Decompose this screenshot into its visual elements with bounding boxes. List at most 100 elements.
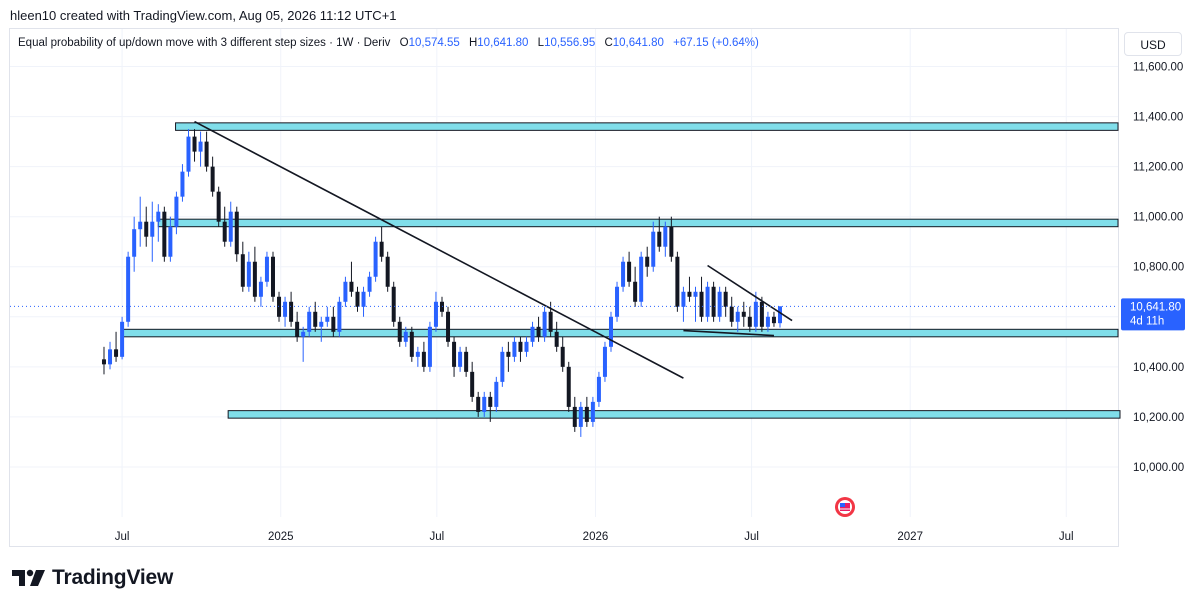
candle-body [470, 371, 475, 397]
open-value: 10,574.55 [408, 37, 460, 49]
candlestick-series [101, 129, 782, 437]
candle-body [228, 211, 233, 242]
low-label: L [537, 37, 545, 49]
candle-body [458, 351, 463, 367]
price-axis: 11,600.00 11,400.00 11,200.00 11,000.00 10,8… [1121, 62, 1185, 474]
candle-body [168, 226, 173, 257]
candle-body [765, 316, 770, 327]
candle-body [560, 346, 565, 367]
candle-body [313, 311, 318, 327]
candle-body [669, 226, 674, 257]
candle-body [615, 286, 620, 317]
candle-body [524, 341, 529, 352]
candle-body [331, 316, 336, 332]
time-tick-label: Jul [115, 531, 130, 543]
candle-body [566, 366, 571, 407]
candle-body [204, 141, 209, 167]
horizontal-zone [175, 122, 1119, 131]
price-tick-label: 11,400.00 [1133, 112, 1183, 124]
last-price-value: 10,641.80 [1130, 301, 1181, 313]
currency-button[interactable]: USD [1124, 32, 1182, 56]
candle-body [192, 136, 197, 152]
chart-attribution: hleen10 created with TradingView.com, Au… [10, 8, 397, 23]
us-flag-event-icon[interactable] [835, 497, 855, 517]
high-label: H [468, 37, 478, 49]
candle-body [222, 221, 227, 242]
candle-body [397, 321, 402, 342]
brand-name: TradingView [52, 566, 174, 589]
candle-body [385, 256, 390, 287]
series-title: Equal probability of up/down move with 3… [18, 37, 391, 49]
candle-body [198, 141, 203, 152]
candle-body [681, 291, 686, 307]
candle-body [343, 281, 348, 302]
candle-body [590, 401, 595, 422]
candle-body [536, 326, 541, 337]
candle-body [506, 351, 511, 357]
candle-body [264, 256, 269, 282]
candle-body [144, 221, 149, 237]
candle-body [476, 396, 481, 412]
candle-body [120, 321, 125, 357]
candle-body [717, 291, 722, 317]
horizontal-zone [227, 410, 1121, 419]
candle-body [258, 281, 263, 297]
candle-body [747, 316, 752, 327]
candle-body [512, 341, 517, 357]
candle-body [464, 351, 469, 372]
high-value: 10,641.80 [477, 37, 529, 49]
candle-body [216, 191, 221, 222]
candle-body [602, 346, 607, 377]
candle-body [488, 396, 493, 407]
candle-body [246, 261, 251, 287]
candle-body [608, 316, 613, 347]
candle-body [156, 211, 161, 222]
candle-body [114, 349, 119, 357]
candle-body [771, 316, 776, 324]
candle-body [234, 211, 239, 255]
candle-body [391, 286, 396, 322]
time-tick-label: Jul [744, 531, 759, 543]
candle-body [777, 306, 782, 324]
chart-frame [9, 28, 1119, 547]
price-tick-label: 11,600.00 [1133, 62, 1183, 74]
candle-body [693, 291, 698, 297]
tradingview-brand[interactable]: TradingView [12, 566, 173, 590]
price-tick-label: 10,200.00 [1133, 412, 1184, 424]
candle-body [433, 301, 438, 327]
candle-body [500, 351, 505, 382]
candle-body [627, 261, 632, 282]
bar-countdown: 4d 11h [1130, 315, 1164, 327]
low-value: 10,556.95 [544, 37, 596, 49]
candle-body [633, 281, 638, 302]
trendlines [194, 120, 793, 379]
candle-body [361, 291, 366, 307]
trendline [683, 329, 775, 337]
candle-body [150, 221, 155, 237]
candle-body [138, 221, 143, 230]
candle-body [518, 341, 523, 352]
candle-body [373, 241, 378, 277]
candle-body [578, 406, 583, 427]
candle-body [651, 231, 656, 267]
candle-body [657, 231, 662, 247]
candle-body [270, 256, 275, 297]
candle-body [439, 301, 444, 312]
candle-body [307, 311, 312, 332]
candle-body [584, 406, 589, 422]
candle-body [729, 306, 734, 322]
candle-body [554, 331, 559, 347]
candle-body [530, 326, 535, 342]
candle-body [379, 241, 384, 257]
candle-body [162, 211, 167, 257]
candle-body [325, 316, 330, 322]
candle-body [180, 171, 185, 197]
candle-body [621, 261, 626, 287]
candle-body [174, 196, 179, 227]
candle-body [240, 254, 245, 287]
candle-body [283, 301, 288, 317]
close-value: 10,641.80 [612, 37, 664, 49]
time-tick-label: 2026 [583, 531, 609, 543]
candle-body [295, 321, 300, 337]
